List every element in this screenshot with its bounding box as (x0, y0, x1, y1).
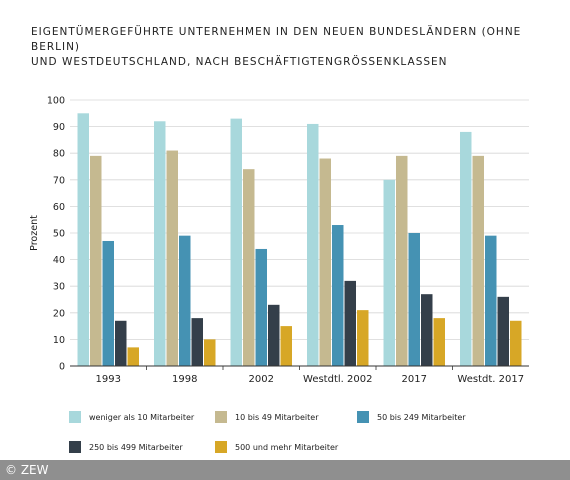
bar-4-1 (115, 320, 127, 366)
bar-3-4 (332, 225, 344, 366)
legend-item-5: 500 und mehr Mitarbeiter (215, 441, 338, 453)
legend-label-5: 500 und mehr Mitarbeiter (235, 442, 339, 452)
legend-item-1: weniger als 10 Mitarbeiter (69, 411, 194, 423)
bar-5-3 (280, 326, 292, 366)
x-tick-label-2: 1998 (172, 374, 197, 385)
chart-title-line-1: Eigentümergeführte Unternehmen in den ne… (31, 26, 522, 53)
legend-swatch-1 (69, 411, 81, 423)
legend-label-4: 250 bis 499 Mitarbeiter (89, 442, 183, 452)
bar-3-2 (179, 235, 191, 366)
legend-swatch-5 (215, 441, 227, 453)
x-tick-label-3: 2002 (249, 374, 274, 385)
bar-4-3 (268, 304, 280, 366)
bar-3-6 (485, 235, 497, 366)
y-tick-label-60: 60 (53, 202, 65, 213)
bar-2-1 (90, 155, 102, 366)
bar-5-2 (204, 339, 216, 366)
chart-title: Eigentümergeführte Unternehmen in den ne… (31, 25, 551, 70)
y-tick-label-80: 80 (53, 149, 65, 160)
legend-item-3: 50 bis 249 Mitarbeiter (357, 411, 466, 423)
bar-5-5 (433, 318, 445, 366)
bar-1-6 (460, 131, 472, 366)
bar-1-1 (77, 113, 89, 366)
bar-5-6 (510, 320, 522, 366)
y-tick-label-10: 10 (53, 335, 65, 346)
legend-swatch-3 (357, 411, 369, 423)
bar-1-2 (154, 121, 166, 366)
bar-5-1 (127, 347, 139, 366)
y-tick-label-70: 70 (53, 175, 65, 186)
x-tick-label-4: Westdtl. 2002 (303, 374, 372, 385)
bar-1-4 (307, 123, 319, 366)
copyright-text: © ZEW (5, 463, 49, 477)
bar-3-1 (102, 240, 114, 366)
bar-2-3 (243, 169, 255, 366)
bar-4-5 (421, 294, 433, 366)
x-tick-label-5: 2017 (402, 374, 427, 385)
bar-3-3 (255, 248, 267, 366)
bar-4-4 (344, 280, 356, 366)
legend-item-4: 250 bis 499 Mitarbeiter (69, 441, 183, 453)
y-axis-label: Prozent (29, 215, 40, 251)
y-tick-label-0: 0 (59, 362, 65, 373)
x-tick-label-1: 1993 (96, 374, 121, 385)
bar-2-4 (319, 158, 331, 366)
bar-1-3 (230, 118, 242, 367)
bar-3-5 (408, 233, 420, 366)
bar-chart: 0 10 20 30 40 50 60 70 80 90 100 Prozent 1993 1998 200… (29, 96, 529, 385)
y-tick-label-40: 40 (53, 255, 65, 266)
legend-label-1: weniger als 10 Mitarbeiter (89, 412, 195, 422)
legend-label-2: 10 bis 49 Mitarbeiter (235, 412, 319, 422)
y-tick-label-90: 90 (53, 122, 65, 133)
bar-4-6 (497, 296, 509, 366)
bar-2-6 (472, 155, 484, 366)
bar-4-2 (191, 318, 203, 366)
x-tick-label-6: Westdt. 2017 (457, 374, 524, 385)
legend-item-2: 10 bis 49 Mitarbeiter (215, 411, 318, 423)
chart-title-line-2: und Westdeutschland, nach Beschäftigteng… (31, 56, 448, 68)
legend-swatch-2 (215, 411, 227, 423)
footer-bar: © ZEW (0, 460, 570, 480)
y-tick-label-100: 100 (47, 96, 65, 107)
y-tick-label-50: 50 (53, 229, 65, 240)
legend-label-3: 50 bis 249 Mitarbeiter (377, 412, 466, 422)
bar-1-5 (383, 179, 395, 366)
y-tick-label-20: 20 (53, 308, 65, 319)
bar-2-2 (166, 150, 178, 366)
bar-5-4 (357, 310, 369, 366)
legend-swatch-4 (69, 441, 81, 453)
y-tick-label-30: 30 (53, 282, 65, 293)
bar-2-5 (396, 155, 408, 366)
